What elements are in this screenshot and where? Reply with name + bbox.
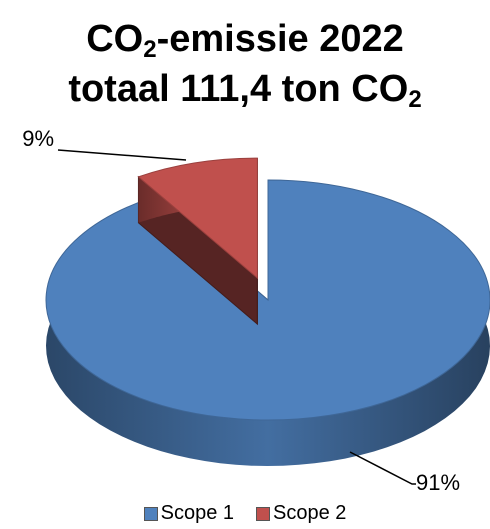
legend: Scope 1 Scope 2 (0, 502, 490, 525)
legend-swatch-scope-2 (256, 507, 270, 521)
slice-top-scope-1 (46, 180, 490, 420)
data-label-scope-1: 91% (416, 470, 460, 495)
legend-swatch-scope-1 (144, 507, 158, 521)
leader-line-scope-1 (350, 452, 416, 484)
legend-label-scope-2: Scope 2 (273, 502, 346, 525)
leader-line-scope-2 (58, 150, 186, 160)
data-label-scope-2: 9% (22, 126, 54, 151)
pie-slice-scope-1 (46, 180, 490, 466)
legend-label-scope-1: Scope 1 (161, 502, 234, 525)
legend-item-scope-2: Scope 2 (256, 502, 346, 525)
legend-item-scope-1: Scope 1 (144, 502, 234, 525)
